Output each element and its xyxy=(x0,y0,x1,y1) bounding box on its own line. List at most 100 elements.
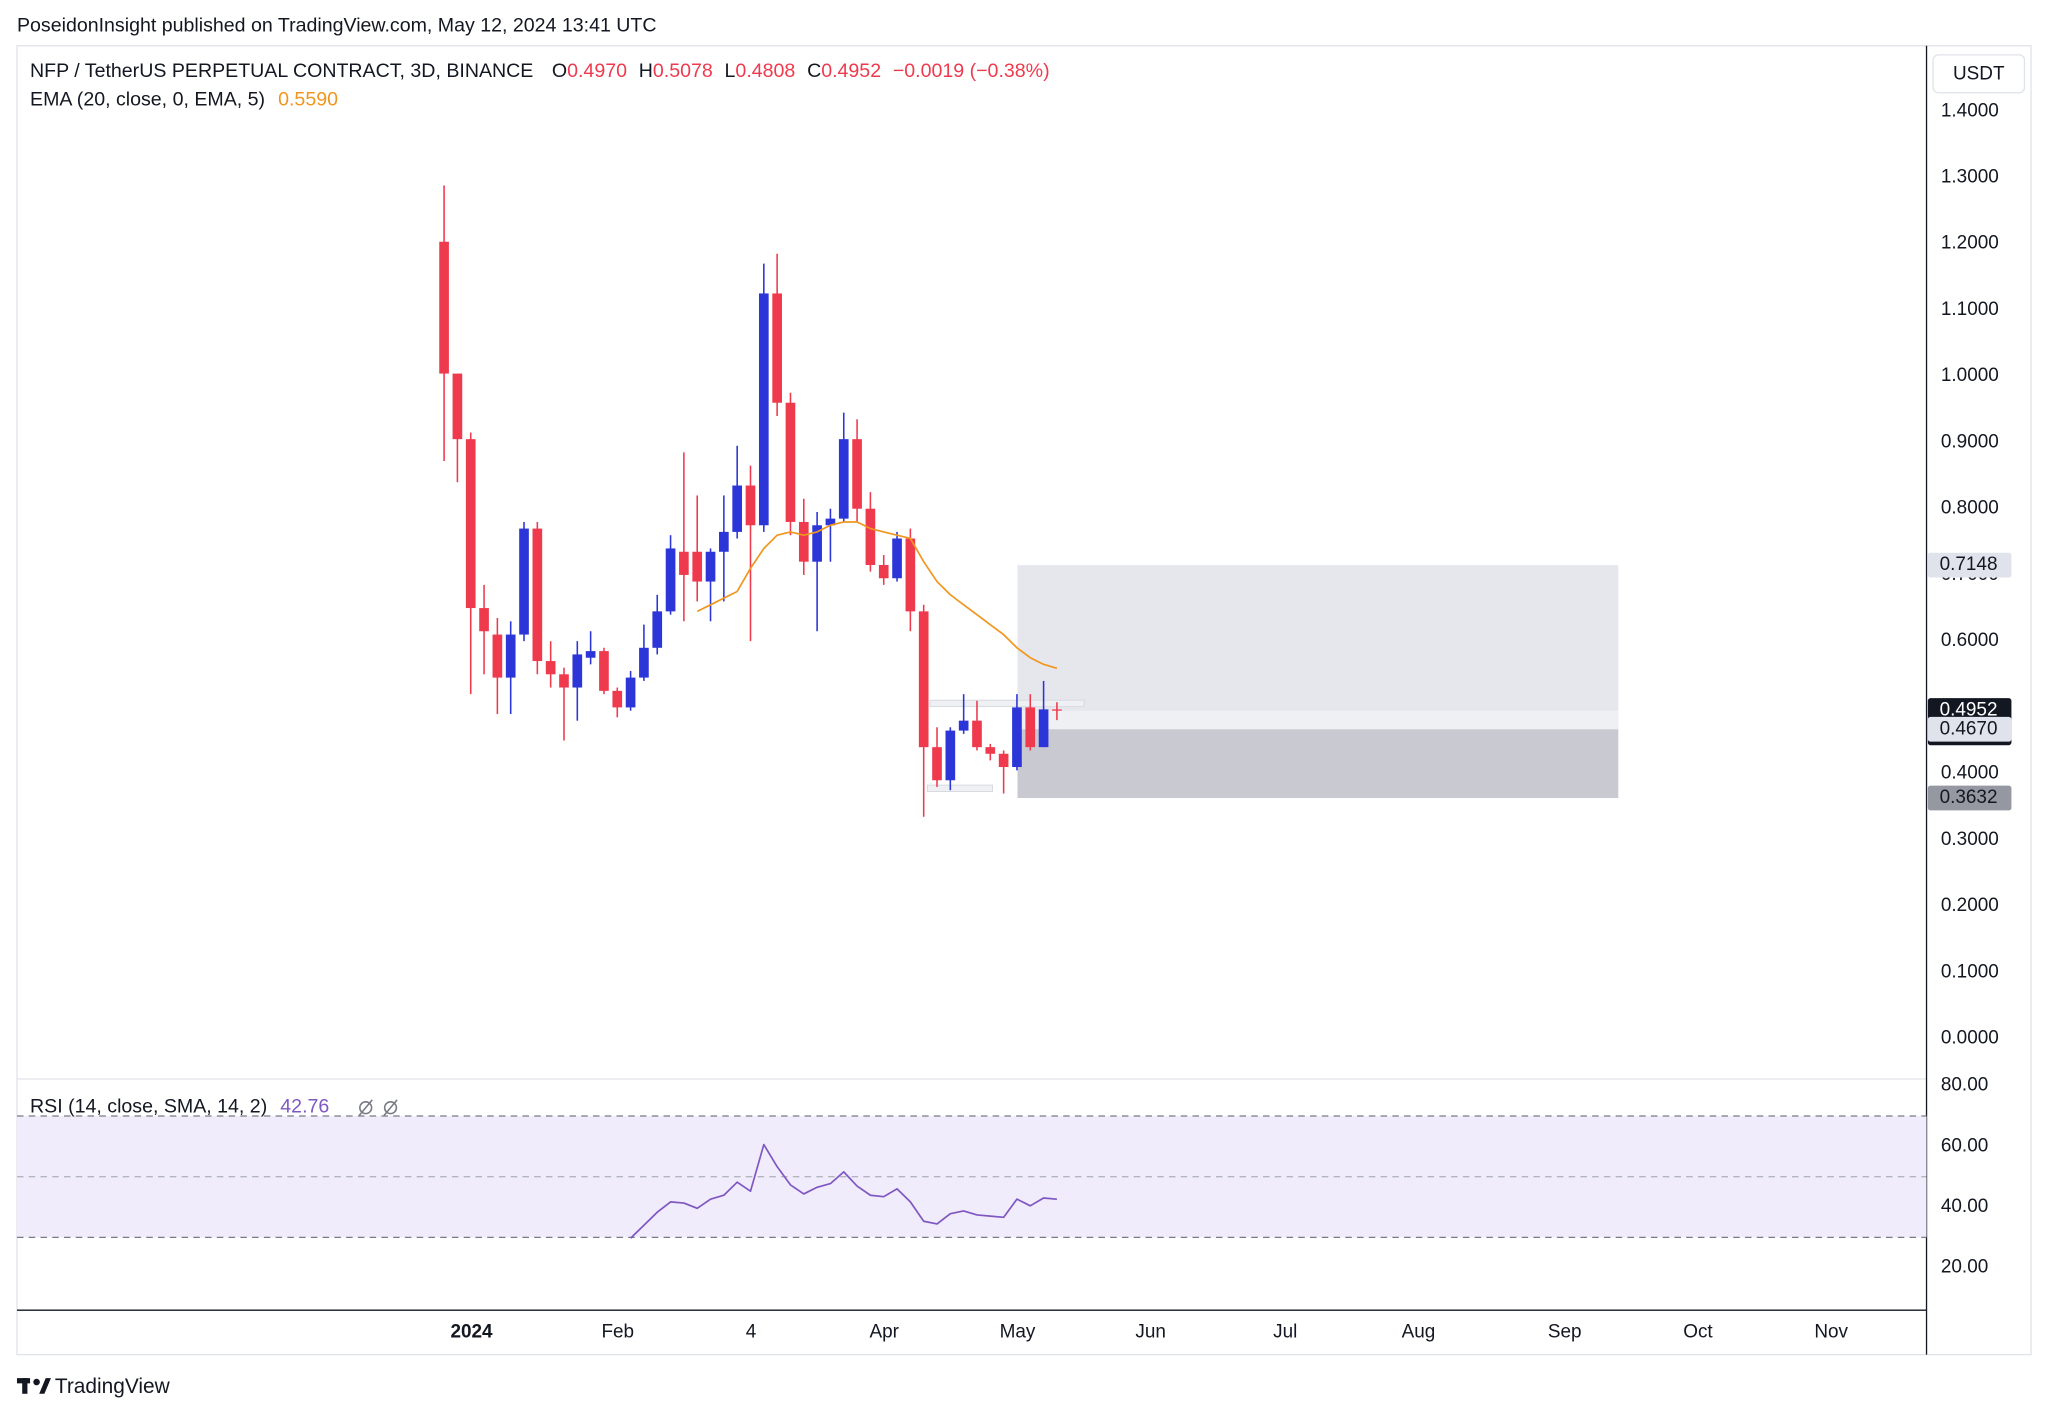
symbol: NFP / TetherUS PERPETUAL CONTRACT, 3D, B… xyxy=(30,60,533,82)
currency-box[interactable] xyxy=(1932,54,2026,94)
price-tag-label: 0.7148 xyxy=(1940,554,1998,575)
ohlc-value: 0.4952 xyxy=(821,60,881,82)
candle-body xyxy=(945,730,956,781)
candle-body xyxy=(972,720,982,748)
candle-body xyxy=(599,651,609,691)
ema-value: 0.5590 xyxy=(278,89,338,111)
y-tick-label: 1.0000 xyxy=(1941,365,1999,386)
x-tick-label: Jul xyxy=(1273,1321,1297,1342)
y-tick-label: 1.3000 xyxy=(1941,167,1999,188)
y-tick-label: 0.3000 xyxy=(1941,829,1999,850)
candle-body xyxy=(532,528,543,662)
candle-body xyxy=(732,485,743,532)
x-tick-label: May xyxy=(1000,1321,1036,1342)
candle-body xyxy=(812,525,822,562)
ohlc-value: 0.5078 xyxy=(653,60,713,82)
price-tag-label: 0.4670 xyxy=(1940,718,1998,739)
candle-body xyxy=(772,293,782,403)
ohlc-value: 0.4808 xyxy=(735,60,795,82)
x-tick-label: Nov xyxy=(1814,1321,1848,1342)
candle-body xyxy=(439,241,449,374)
rsi-tick-label: 80.00 xyxy=(1941,1075,1988,1096)
rsi-tick-label: 60.00 xyxy=(1941,1135,1988,1156)
candle-body xyxy=(479,608,489,632)
price-tag xyxy=(1927,552,2012,578)
candle-body xyxy=(692,551,703,582)
candle-body xyxy=(852,439,862,509)
ohlc-key: O xyxy=(552,60,567,82)
y-tick-label: 0.1000 xyxy=(1941,961,1999,982)
ohlc-key: H xyxy=(639,60,653,82)
symbol-legend: NFP / TetherUS PERPETUAL CONTRACT, 3D, B… xyxy=(30,60,1050,82)
candle-body xyxy=(492,634,503,678)
ema-line xyxy=(696,521,1058,670)
candle-body xyxy=(892,538,902,579)
candle-body xyxy=(918,611,929,748)
plot-layer: 1.4000 1.3000 1.2000 1.1000 1.0000 0.9000 0.80… xyxy=(16,100,2012,1342)
y-tick-label: 1.2000 xyxy=(1941,233,1999,254)
price-tag-label: 0.3632 xyxy=(1940,787,1998,808)
candle-body xyxy=(985,747,996,754)
currency: USDT xyxy=(1953,63,2005,84)
candle-body xyxy=(572,654,583,688)
candle-body xyxy=(545,661,556,675)
candle-body xyxy=(1025,707,1036,748)
y-tick-label: 0.0000 xyxy=(1941,1028,1999,1049)
candle-body xyxy=(452,373,463,440)
candle-body xyxy=(639,647,649,678)
x-tick-label: 4 xyxy=(746,1321,757,1342)
candle-body xyxy=(878,564,889,579)
candle-body xyxy=(905,538,916,612)
hidden-value-icons xyxy=(358,1099,398,1117)
price-tag xyxy=(1927,716,2012,742)
x-tick-label: 2024 xyxy=(450,1321,493,1342)
candle-body xyxy=(785,402,796,522)
candle-body xyxy=(1038,709,1049,748)
price-tag xyxy=(1927,785,2012,811)
y-tick-label: 0.6000 xyxy=(1941,630,1999,651)
candle-body xyxy=(865,508,876,565)
x-tick-label: Jun xyxy=(1135,1321,1166,1342)
candle-body xyxy=(559,674,569,688)
rsi-name: RSI (14, close, SMA, 14, 2) xyxy=(30,1096,267,1118)
y-tick-label: 0.2000 xyxy=(1941,895,1999,916)
candle-body xyxy=(932,747,942,781)
rsi-value: 42.76 xyxy=(280,1096,329,1118)
rsi-legend: RSI (14, close, SMA, 14, 2) 42.76 xyxy=(30,1096,329,1118)
y-tick-label: 0.9000 xyxy=(1941,431,1999,452)
candle-body xyxy=(625,677,636,708)
candle-body xyxy=(519,528,529,635)
range-box xyxy=(926,784,994,792)
candle-body xyxy=(1012,707,1022,768)
x-tick-label: Apr xyxy=(870,1321,899,1342)
rsi-tick-label: 40.00 xyxy=(1941,1196,1988,1217)
candle-body xyxy=(612,690,623,708)
candle-body xyxy=(505,634,516,678)
candle-body xyxy=(719,531,729,552)
y-tick-label: 0.4000 xyxy=(1941,763,1999,784)
y-tick-label: 0.8000 xyxy=(1941,498,1999,519)
candle-body xyxy=(1052,709,1062,711)
candle-body xyxy=(998,753,1009,768)
stop-zone xyxy=(1017,729,1619,799)
rsi-tick-label: 20.00 xyxy=(1941,1257,1988,1278)
ohlc-key: L xyxy=(725,60,736,82)
y-tick-label: 1.4000 xyxy=(1941,100,1999,121)
publisher-line: PoseidonInsight published on TradingView… xyxy=(17,14,657,36)
ema-name: EMA (20, close, 0, EMA, 5) xyxy=(30,89,265,111)
current-band xyxy=(1017,710,1619,730)
ema-legend: EMA (20, close, 0, EMA, 5) 0.5590 xyxy=(30,89,338,111)
ohlc-key: C xyxy=(807,60,821,82)
candle-body xyxy=(585,651,596,658)
x-tick-label: Oct xyxy=(1683,1321,1713,1342)
candle-body xyxy=(679,551,689,575)
candle-body xyxy=(958,720,969,731)
candle-body xyxy=(652,611,663,648)
y-tick-label: 1.1000 xyxy=(1941,299,1999,320)
candle-body xyxy=(758,293,769,526)
target-zone xyxy=(1017,565,1619,730)
change-value: −0.0019 (−0.38%) xyxy=(893,60,1050,82)
x-tick-label: Sep xyxy=(1548,1321,1582,1342)
